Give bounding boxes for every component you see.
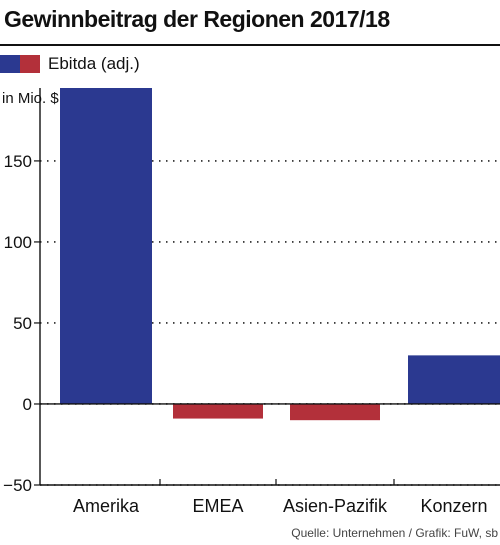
y-tick-label-4: −50 [3,476,32,495]
bar-amerika [60,88,152,404]
y-tick-label-3: 0 [23,395,32,414]
y-tick-label-2: 50 [13,314,32,333]
legend-swatch-red [20,55,40,73]
legend-label: Ebitda (adj.) [48,54,140,73]
bar-konzern [408,355,500,404]
title-rule [0,44,500,46]
legend: Ebitda (adj.) [0,53,140,75]
x-tick-label-asien-pazifik: Asien-Pazifik [283,496,388,516]
x-tick-label-amerika: Amerika [73,496,140,516]
bar-emea [173,403,263,419]
x-tick-label-emea: EMEA [192,496,243,516]
x-tick-label-konzern: Konzern [420,496,487,516]
source-note: Quelle: Unternehmen / Grafik: FuW, sb [291,526,498,540]
y-axis-unit: in Mio. $ [2,90,59,107]
legend-swatch-blue [0,55,20,73]
bar-asien-pazifik [290,403,380,421]
y-tick-label-0: 150 [4,152,32,171]
y-tick-label-1: 100 [4,233,32,252]
chart-title: Gewinnbeitrag der Regionen 2017/18 [4,6,390,32]
